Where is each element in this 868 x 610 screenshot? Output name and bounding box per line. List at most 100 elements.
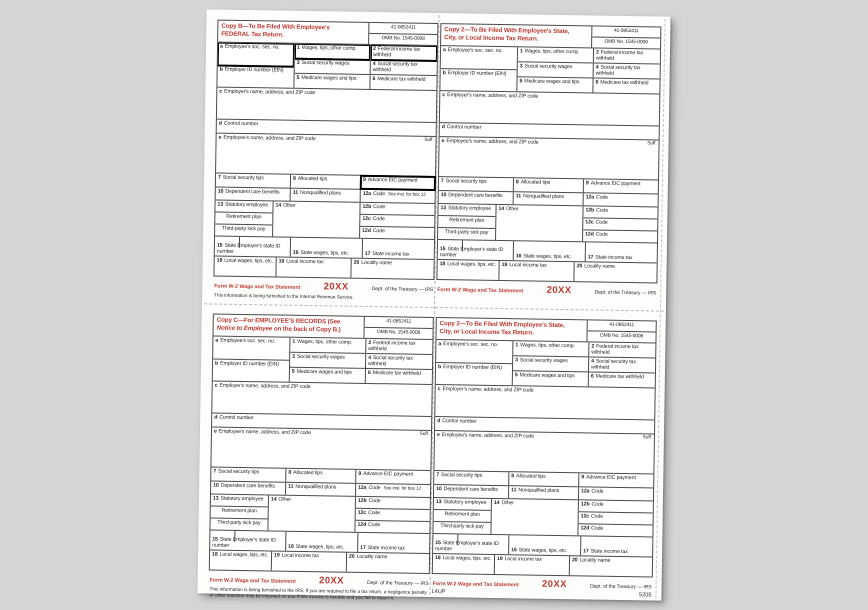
boxes-13-14-12bcd-section: 13 Statutory employee Retirement plan Thi…: [433, 498, 653, 538]
box-12a-instruction-note: See inst. for box 12: [388, 191, 426, 197]
box-13-checkbox-column: 13 Statutory employee Retirement plan Thi…: [215, 200, 274, 237]
box-2-label: Federal income tax withheld: [368, 340, 416, 353]
box-9-label: Advance EIC payment: [586, 474, 636, 482]
box-20-label: Locality name: [584, 263, 615, 270]
box-11-nonqualified-plans: 11 Nonqualified plans: [290, 188, 361, 202]
box-11-number: 11: [288, 483, 294, 490]
box-6-label: Medicare tax withheld: [372, 370, 421, 377]
box-12a-code: 12a Code See inst. for box 12: [356, 484, 430, 497]
box-18-label: Local wages, tips, etc.: [219, 551, 269, 559]
form-id-omb-box: 41-0852411 OMB No. 1545-0008: [592, 26, 661, 48]
box-8-label: Allocated tips: [297, 175, 328, 183]
box-9-advance-eic: 9 Advance EIC payment: [584, 179, 658, 193]
box-12a-number: 12a: [585, 194, 595, 201]
box-3-number: 3: [292, 353, 296, 360]
box-13-third-party-sick-pay: Third-party sick pay: [217, 519, 261, 527]
boxes-a-to-6-section: a Employee's soc. sec. no. b Employer ID n…: [440, 46, 661, 95]
box-19-label: Local income tax: [286, 258, 324, 266]
box-c-row: c Employer's name, address, and ZIP code: [216, 87, 437, 124]
form-footer-row: Form W-2 Wage and Tax Statement 20XX Dep…: [436, 283, 657, 297]
box-10-label: Dependent care benefits: [448, 192, 503, 200]
box-e-employee-name-address: e Employee's name, address, and ZIP code …: [211, 428, 431, 470]
box-13-statutory-employee: 13 Statutory employee: [433, 498, 491, 511]
box-20-locality-name: 20 Locality name: [574, 262, 656, 282]
box-19-number: 19: [496, 556, 503, 563]
box-17-number: 17: [360, 544, 366, 551]
quadrant-copy-2-state-bottom: Copy 2—To Be Filed With Employee's State…: [431, 317, 657, 593]
box-8-allocated-tips: 8 Allocated tips: [509, 472, 580, 487]
box-2-federal-tax: 2 Federal income tax withheld: [370, 44, 438, 63]
box-9-label: Advance EIC payment: [363, 470, 413, 478]
box-9-label: Advance EIC payment: [590, 180, 641, 188]
state-subdivider-line: [457, 534, 459, 546]
box-b-number: b: [437, 364, 442, 371]
omb-number: OMB No. 1545-0008: [599, 333, 644, 340]
box-13-statutory-employee: 13 Statutory employee: [438, 204, 496, 217]
box-12a-code: 12a Code See inst. for box 12: [361, 190, 435, 203]
box-2-label: Federal income tax withheld: [591, 343, 639, 356]
box-12c-code: 12c Code: [355, 508, 430, 522]
box-13-number: 13: [212, 495, 219, 502]
box-17-state-income-tax: 17 State income tax: [581, 536, 652, 556]
box-12b-number: 12b: [580, 501, 590, 508]
box-2-federal-tax: 2 Federal income tax withheld: [589, 342, 656, 359]
box-c-number: c: [219, 88, 223, 95]
box-17-label: State income tax: [367, 544, 405, 552]
box-2-number: 2: [368, 339, 372, 347]
state-subdivider-line: [461, 240, 464, 252]
box-1-wages: 1 Wages, tips, other comp.: [513, 341, 589, 358]
form-id-omb-box: 41-0852411 OMB No. 1545-0008: [369, 22, 438, 45]
box-a-number: a: [438, 341, 442, 348]
box-11-nonqualified-plans: 11 Nonqualified plans: [508, 486, 580, 500]
suffix-label: Suff.: [419, 431, 430, 437]
box-7-number: 7: [440, 178, 444, 185]
box-20-number: 20: [576, 263, 583, 270]
box-1-label: Wages, tips, other comp.: [297, 338, 353, 346]
box-e-row: e Employee's name, address, and ZIP code …: [216, 133, 436, 178]
box-12a-label: Code: [591, 488, 604, 495]
withheld-column: 2 Federal income tax withheld 4 Social sec…: [365, 338, 433, 384]
box-17-label-group: 17 State income tax: [365, 251, 410, 258]
box-12d-label: Code: [595, 231, 608, 238]
box-17-label-group: 17 State income tax: [588, 254, 633, 261]
box-15-label-group: 15 State Employer's state ID number: [217, 242, 288, 256]
box-e-label-group: e Employee's name, address, and ZIP code: [442, 138, 539, 146]
box-16-label-group: 16 State wages, tips, etc.: [288, 544, 344, 551]
box-e-label: Employee's name, address, and ZIP code: [441, 432, 535, 440]
box-14-label: Other: [501, 500, 515, 507]
boxes-a-to-6-section: a Employee's soc. sec. no. b Employer ID n…: [217, 42, 438, 92]
form-year: 20XX: [541, 578, 567, 591]
box-2-label: Federal income tax withheld: [595, 49, 644, 63]
box-5-label: Medicare wages and tips: [524, 78, 580, 86]
box-19-label: Local income tax: [281, 552, 319, 560]
box-7-label: Social security tips: [218, 468, 260, 476]
box-6-number: 6: [590, 373, 594, 380]
box-7-number: 7: [436, 472, 440, 479]
box-18-local-wages: 18 Local wages, tips, etc.: [432, 554, 496, 574]
box-11-number: 11: [515, 193, 522, 200]
box-15-number: 15: [439, 245, 446, 252]
box-16-label-group: 16 State wages, tips, etc.: [516, 253, 572, 260]
box-17-state-income-tax: 17 State income tax: [358, 533, 429, 553]
form-w2-statement-label: Form W-2 Wage and Tax Statement: [214, 283, 301, 291]
box-12a-number: 12a: [362, 190, 372, 197]
box-20-locality-name: 20 Locality name: [351, 259, 433, 279]
box-10-label: Dependent care benefits: [443, 486, 498, 494]
box-8-allocated-tips: 8 Allocated tips: [286, 468, 357, 483]
box-a-employee-ssn: a Employee's soc. sec. no.: [217, 42, 296, 68]
box-c-employer-name-address: c Employer's name, address, and ZIP code: [212, 382, 431, 416]
w2-form-grid: Copy B—To Be Filed With Employee's FEDER…: [213, 19, 439, 281]
box-10-dependent-care: 10 Dependent care benefits: [433, 485, 510, 499]
box-15-label: State Employer's state ID number: [439, 245, 504, 259]
box-c-row: c Employer's name, address, and ZIP code: [435, 385, 655, 421]
quadrant-copy-2-state-top: Copy 2—To Be Filed With Employee's State…: [436, 23, 662, 299]
box-5-number: 5: [514, 372, 518, 379]
box-15-label: State Employer's state ID number: [216, 242, 281, 255]
box-12d-number: 12d: [362, 227, 371, 234]
box-19-number: 19: [273, 552, 280, 559]
box-13-statutory-label: Statutory employee: [443, 499, 487, 506]
box-c-label: Employer's name, address, and ZIP code: [447, 92, 539, 100]
copy-title-line2: FEDERAL Tax Return.: [221, 30, 365, 40]
box-e-number: e: [213, 428, 217, 435]
box-18-label: Local wages, tips, etc.: [442, 555, 492, 562]
